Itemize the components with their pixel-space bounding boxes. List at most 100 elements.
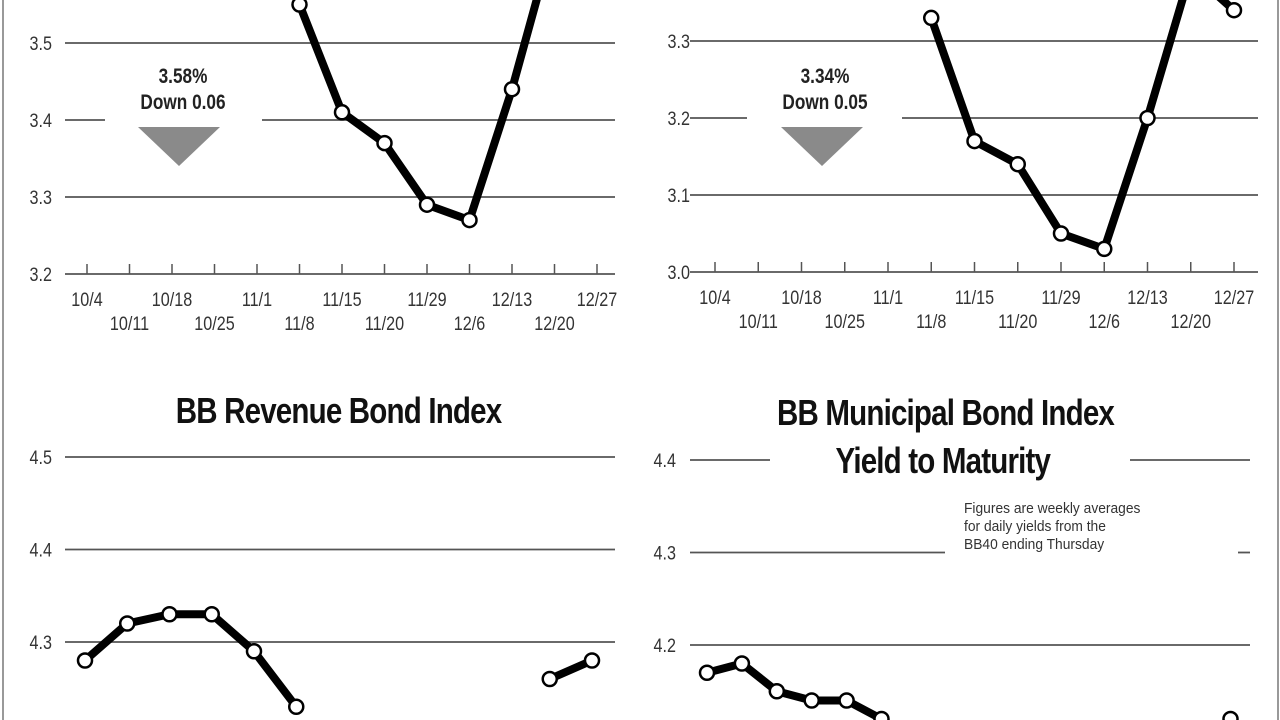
series-segment xyxy=(465,85,516,225)
data-point xyxy=(1052,225,1070,242)
series-segment xyxy=(338,108,389,148)
x-tick-label: 12/13 xyxy=(492,289,533,311)
y-tick-label: 3.2 xyxy=(668,108,690,130)
x-tick-label: 11/8 xyxy=(916,311,946,333)
x-tick-label: 11/15 xyxy=(322,289,361,311)
data-point xyxy=(838,692,855,709)
series-segment xyxy=(927,13,979,146)
data-point xyxy=(418,196,436,213)
chart-3: 4.3 4.4 4.5 xyxy=(30,447,615,715)
down-arrow-icon xyxy=(781,127,863,166)
y-tick-label: 3.3 xyxy=(30,187,53,209)
x-tick-label: 12/27 xyxy=(1214,287,1254,309)
series-segment xyxy=(81,619,132,665)
y-tick-label: 3.5 xyxy=(30,33,53,55)
data-point xyxy=(583,652,601,669)
x-tick-label: 11/29 xyxy=(407,289,446,311)
series-segment xyxy=(380,139,431,209)
series-segment xyxy=(508,0,541,94)
series-segment xyxy=(295,0,346,117)
annotation-value: 3.34% xyxy=(800,65,850,88)
chart-title-revenue: BB Revenue Bond Index xyxy=(175,390,502,431)
annotation-top-right: 3.34% Down 0.05 xyxy=(755,64,895,116)
y-tick-label: 3.3 xyxy=(668,31,691,53)
data-point xyxy=(1096,240,1113,258)
y-tick-label: 4.2 xyxy=(654,635,676,657)
data-point xyxy=(503,80,521,98)
x-tick-label: 10/4 xyxy=(71,289,103,311)
data-point xyxy=(119,615,136,632)
data-point xyxy=(1009,155,1026,173)
x-tick-label: 11/15 xyxy=(955,287,994,309)
data-point xyxy=(1222,710,1239,720)
x-tick-label: 11/20 xyxy=(365,313,404,335)
data-point xyxy=(768,683,786,700)
note-line-3: BB40 ending Thursday xyxy=(964,536,1105,553)
y-tick-label: 4.3 xyxy=(30,632,53,654)
x-tick-label: 12/27 xyxy=(577,289,617,311)
data-point xyxy=(873,710,890,720)
data-point xyxy=(541,670,558,688)
x-tick-label: 12/20 xyxy=(1171,311,1212,333)
data-point xyxy=(1225,1,1243,19)
series-segment xyxy=(1013,160,1065,238)
data-point xyxy=(966,132,983,150)
x-tick-label: 12/13 xyxy=(1127,287,1168,309)
y-tick-label: 3.1 xyxy=(668,185,690,207)
y-tick-label: 3.2 xyxy=(30,264,52,286)
note-line-2: for daily yields from the xyxy=(964,518,1106,535)
data-point xyxy=(698,664,716,681)
x-tick-label: 10/18 xyxy=(152,289,193,311)
series-segment xyxy=(250,647,301,711)
x-tick-label: 11/1 xyxy=(242,289,272,311)
data-point xyxy=(803,692,820,709)
data-point xyxy=(76,652,94,669)
y-tick-label: 4.5 xyxy=(30,447,53,469)
annotation-top-left: 3.58% Down 0.06 xyxy=(113,64,253,116)
y-tick-label: 4.4 xyxy=(30,539,53,561)
methodology-note: Figures are weekly averages for daily yi… xyxy=(964,500,1146,554)
data-point xyxy=(161,606,178,623)
annotation-change: Down 0.05 xyxy=(782,91,868,114)
x-tick-label: 11/1 xyxy=(873,287,903,309)
data-point xyxy=(291,0,308,13)
x-tick-label: 12/6 xyxy=(1089,311,1121,333)
x-tick-label: 10/11 xyxy=(739,311,778,333)
data-point xyxy=(376,134,393,152)
y-tick-label: 3.0 xyxy=(668,262,691,284)
x-tick-label: 10/4 xyxy=(699,287,731,309)
x-tick-label: 11/8 xyxy=(284,313,314,335)
data-point xyxy=(203,606,220,623)
x-tick-label: 10/18 xyxy=(781,287,822,309)
x-tick-label: 11/20 xyxy=(998,311,1037,333)
y-tick-label: 4.4 xyxy=(654,450,677,472)
data-point xyxy=(923,9,940,27)
x-tick-label: 12/6 xyxy=(454,313,486,335)
series-segment xyxy=(1216,0,1238,15)
series-segment xyxy=(1143,0,1187,122)
down-arrow-icon xyxy=(138,127,220,166)
data-point xyxy=(245,643,263,660)
data-point xyxy=(333,104,351,121)
y-tick-label: 4.3 xyxy=(654,542,677,564)
data-point xyxy=(733,655,751,672)
x-tick-label: 12/20 xyxy=(534,313,575,335)
y-tick-label: 3.4 xyxy=(30,110,53,132)
x-tick-label: 10/25 xyxy=(194,313,235,335)
annotation-change: Down 0.06 xyxy=(140,91,226,114)
x-tick-label: 10/25 xyxy=(825,311,866,333)
series-segment xyxy=(207,610,258,656)
annotation-value: 3.58% xyxy=(158,65,208,88)
data-point xyxy=(288,698,305,715)
x-tick-label: 11/29 xyxy=(1041,287,1080,309)
data-point xyxy=(1139,109,1156,127)
note-line-1: Figures are weekly averages xyxy=(964,500,1141,517)
chart-title-municipal: BB Municipal Bond Index xyxy=(776,392,1115,433)
series-segment xyxy=(1100,114,1152,253)
x-tick-label: 10/11 xyxy=(110,313,149,335)
data-point xyxy=(461,211,478,229)
chart-subtitle-municipal: Yield to Maturity xyxy=(835,440,1051,481)
